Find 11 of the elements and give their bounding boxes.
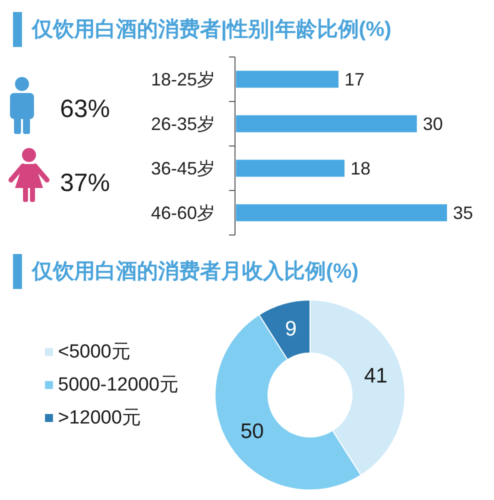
bar [236,204,447,222]
legend-label: 5000-12000元 [58,374,178,396]
data-label: 9 [285,318,297,341]
legend-label: >12000元 [58,408,141,428]
data-label: 30 [422,114,443,134]
data-label: 50 [240,420,264,444]
legend-label: <5000元 [58,342,130,362]
chart-title: 仅饮用白酒的消费者月收入比例(%) [31,260,359,283]
data-label: 41 [364,364,388,388]
data-label: 35 [453,202,474,223]
y-tick-label: 46-60岁 [150,202,215,223]
